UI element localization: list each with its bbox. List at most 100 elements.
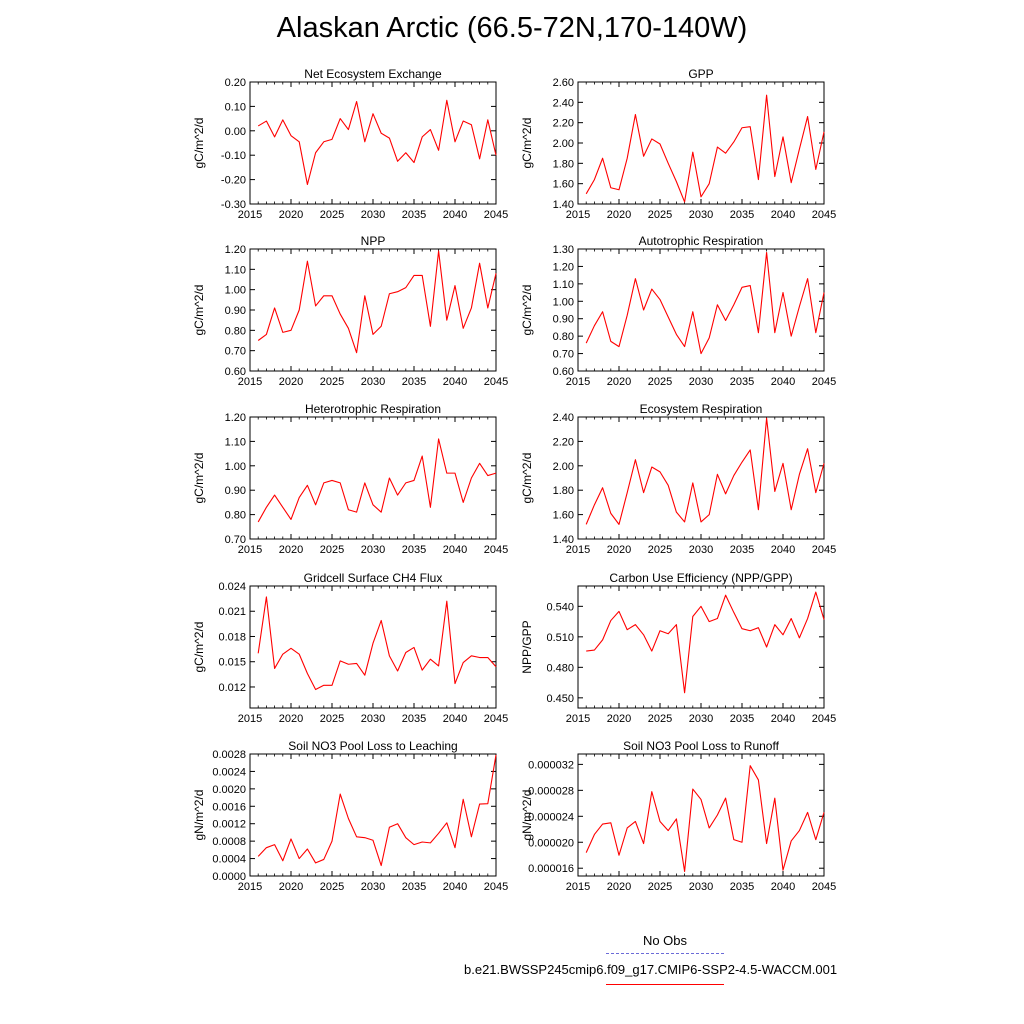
panel-8-y-tick-label: 0.510 [546, 632, 574, 644]
panel-5-x-tick-label: 2030 [361, 544, 385, 556]
panel-8-y-tick-label: 0.450 [546, 693, 574, 705]
panel-9-y-tick-label: 0.0028 [212, 749, 246, 761]
panel-9-x-tick-label: 2035 [402, 881, 426, 893]
panel-8-x-tick-label: 2020 [607, 713, 631, 725]
panel-4-x-tick-label: 2040 [771, 376, 795, 388]
panel-8-series-line [586, 591, 825, 694]
panel-3-y-tick-label: 0.90 [225, 305, 246, 317]
legend-model-swatch [606, 984, 724, 985]
legend-model-label: b.e21.BWSSP245cmip6.f09_g17.CMIP6-SSP2-4… [464, 962, 838, 977]
panel-4-title: Autotrophic Respiration [639, 234, 764, 248]
panel-9-y-axis-label: gN/m^2/d [192, 790, 206, 841]
panel-9-series-line [257, 754, 497, 867]
panel-2-y-tick-label: 2.00 [553, 138, 574, 150]
panel-9-x-tick-label: 2040 [443, 881, 467, 893]
panel-6-x-tick-label: 2045 [812, 544, 836, 556]
panel-7-y-tick-label: 0.012 [218, 682, 246, 694]
panel-7-y-tick-label: 0.018 [218, 631, 246, 643]
panel-4-x-tick-label: 2015 [566, 376, 590, 388]
panel-2-x-tick-label: 2025 [648, 209, 672, 221]
panel-1-y-tick-label: -0.10 [221, 150, 246, 162]
panel-6-x-tick-label: 2025 [648, 544, 672, 556]
panel-3-y-tick-label: 0.70 [225, 346, 246, 358]
panel-10-x-tick-label: 2020 [607, 881, 631, 893]
panel-6-x-tick-label: 2015 [566, 544, 590, 556]
panel-2-x-tick-label: 2020 [607, 209, 631, 221]
panel-2-title: GPP [688, 67, 713, 81]
panel-7-x-tick-label: 2045 [484, 713, 508, 725]
panel-6-x-tick-label: 2040 [771, 544, 795, 556]
panel-7-x-tick-label: 2040 [443, 713, 467, 725]
panel-2-y-axis-label: gC/m^2/d [520, 118, 534, 169]
panel-8-y-tick-label: 0.540 [546, 601, 574, 613]
panel-7-frame [249, 585, 497, 709]
panel-3-x-tick-label: 2035 [402, 376, 426, 388]
panel-1-x-tick-label: 2040 [443, 209, 467, 221]
panel-6-title: Ecosystem Respiration [640, 402, 763, 416]
panel-5-x-tick-label: 2040 [443, 544, 467, 556]
panel-2-y-tick-label: 1.80 [553, 158, 574, 170]
panel-5-frame [249, 416, 497, 540]
panel-4-y-tick-label: 1.20 [553, 261, 574, 273]
panel-5-x-tick-label: 2035 [402, 544, 426, 556]
panel-1-y-tick-label: -0.20 [221, 175, 246, 187]
panel-8-x-tick-label: 2015 [566, 713, 590, 725]
panel-7-x-tick-label: 2035 [402, 713, 426, 725]
panel-10-y-axis-label: gN/m^2/d [520, 790, 534, 841]
panel-2-y-tick-label: 1.40 [553, 199, 574, 211]
panel-4-x-tick-label: 2020 [607, 376, 631, 388]
panel-5-x-tick-label: 2025 [320, 544, 344, 556]
panel-8-y-tick-label: 0.480 [546, 662, 574, 674]
panel-1-frame [249, 81, 497, 205]
panel-4-y-tick-label: 0.80 [553, 331, 574, 343]
panel-2-y-tick-label: 1.60 [553, 179, 574, 191]
panel-7-x-tick-label: 2030 [361, 713, 385, 725]
panel-9-x-tick-label: 2020 [279, 881, 303, 893]
panel-5-y-tick-label: 0.80 [225, 510, 246, 522]
panel-7-y-axis-label: gC/m^2/d [192, 622, 206, 673]
panel-9-y-tick-label: 0.0024 [212, 766, 246, 778]
panel-6-y-tick-label: 1.80 [553, 485, 574, 497]
panel-9-title: Soil NO3 Pool Loss to Leaching [288, 739, 457, 753]
panel-1-x-tick-label: 2015 [238, 209, 262, 221]
panel-10-series-line [585, 765, 825, 873]
legend-obs-label: No Obs [642, 933, 688, 948]
panel-10-y-tick-label: 0.000020 [528, 837, 574, 849]
panel-5-y-tick-label: 1.10 [225, 436, 246, 448]
panel-1-x-tick-label: 2030 [361, 209, 385, 221]
panel-4-y-tick-label: 1.00 [553, 296, 574, 308]
panel-10-x-tick-label: 2025 [648, 881, 672, 893]
panel-8-x-tick-label: 2035 [730, 713, 754, 725]
panel-2-y-tick-label: 2.20 [553, 118, 574, 130]
panel-5-x-tick-label: 2045 [484, 544, 508, 556]
panel-9-y-tick-label: 0.0016 [212, 801, 246, 813]
panel-6-y-tick-label: 2.00 [553, 461, 574, 473]
panel-1-y-tick-label: 0.00 [225, 126, 246, 138]
panel-2-x-tick-label: 2035 [730, 209, 754, 221]
panel-9-x-tick-label: 2025 [320, 881, 344, 893]
panel-3-y-tick-label: 1.20 [225, 244, 246, 256]
panel-3-y-tick-label: 0.60 [225, 366, 246, 378]
panel-2-y-tick-label: 2.40 [553, 97, 574, 109]
panel-1-title: Net Ecosystem Exchange [304, 67, 442, 81]
panel-7-x-tick-label: 2025 [320, 713, 344, 725]
panel-8-y-axis-label: NPP/GPP [520, 620, 534, 673]
panel-8-x-tick-label: 2040 [771, 713, 795, 725]
panel-1-x-tick-label: 2035 [402, 209, 426, 221]
panel-6-x-tick-label: 2030 [689, 544, 713, 556]
panel-4-x-tick-label: 2045 [812, 376, 836, 388]
panel-7-x-tick-label: 2015 [238, 713, 262, 725]
panel-4-series-line [585, 251, 825, 355]
panel-2-x-tick-label: 2040 [771, 209, 795, 221]
panel-6-y-axis-label: gC/m^2/d [520, 453, 534, 504]
panel-1-x-tick-label: 2020 [279, 209, 303, 221]
panel-9-y-tick-label: 0.0004 [212, 854, 246, 866]
panel-3-x-tick-label: 2040 [443, 376, 467, 388]
panel-3-x-tick-label: 2045 [484, 376, 508, 388]
panel-8-frame [577, 585, 825, 709]
panel-1-y-tick-label: 0.20 [225, 77, 246, 89]
panel-7-y-tick-label: 0.015 [218, 657, 246, 669]
panel-8-x-tick-label: 2045 [812, 713, 836, 725]
panel-7-series-line [257, 596, 497, 691]
